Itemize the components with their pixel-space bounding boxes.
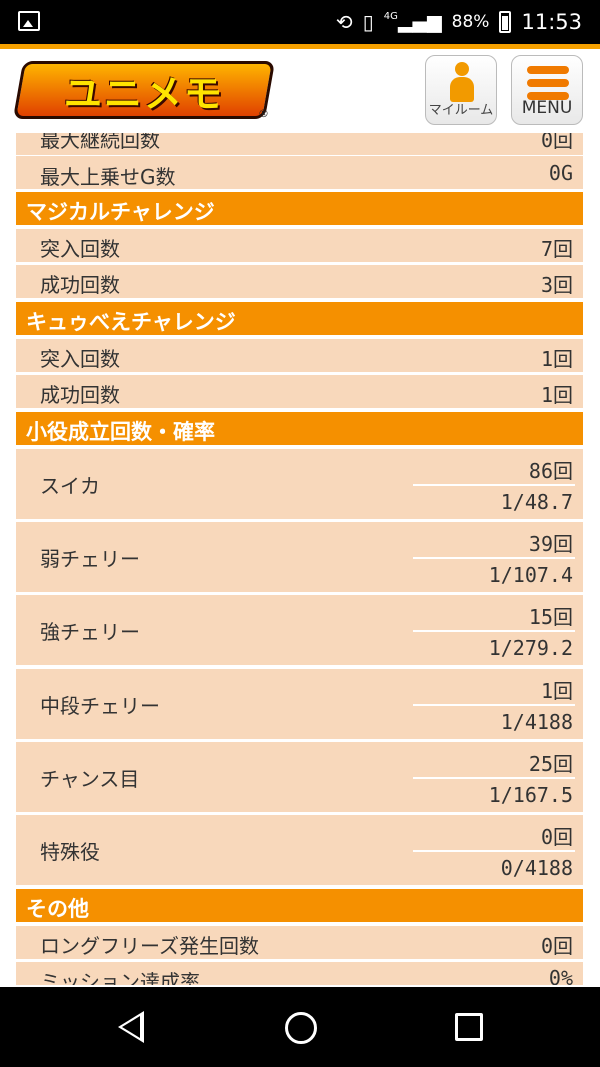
- row-probability: 1/167.5: [488, 783, 573, 807]
- row-label: 特殊役: [40, 840, 100, 864]
- section-title: その他: [26, 897, 89, 921]
- rotate-icon: ⟲: [335, 10, 353, 34]
- row-label: 中段チェリー: [40, 694, 160, 718]
- battery-percent: 88%: [451, 12, 490, 32]
- section-title: キュゥべえチャレンジ: [26, 310, 236, 334]
- vibrate-icon: ▯: [362, 10, 374, 34]
- row-label: 成功回数: [40, 383, 120, 407]
- row-label: ロングフリーズ発生回数: [40, 934, 259, 958]
- section-title: マジカルチャレンジ: [26, 200, 215, 224]
- row-divider: [413, 630, 575, 632]
- myroom-button[interactable]: マイルーム: [425, 55, 497, 125]
- home-icon[interactable]: [285, 1012, 317, 1044]
- site-logo[interactable]: ユニメモ: [12, 61, 276, 119]
- list-item: 成功回数 1回: [16, 375, 583, 408]
- row-label: 強チェリー: [40, 620, 140, 644]
- clock: 11:53: [521, 10, 582, 34]
- stats-content[interactable]: 最大継続回数 0回 最大上乗せG数 0G マジカルチャレンジ 突入回数 7回 成…: [16, 133, 583, 985]
- myroom-label: マイルーム: [428, 103, 494, 118]
- list-item: 最大継続回数 0回: [16, 133, 583, 155]
- recent-apps-icon[interactable]: [455, 1013, 483, 1041]
- row-label: 突入回数: [40, 347, 120, 371]
- status-bar: ⟲ ▯ 4G▂▄▆ 88% 11:53: [0, 0, 600, 44]
- network-type: 4G: [383, 11, 398, 22]
- person-icon: [450, 62, 474, 102]
- table-row: 特殊役 0回 0/4188: [16, 815, 583, 885]
- row-probability: 1/279.2: [488, 636, 573, 660]
- section-header-other: その他: [16, 889, 583, 922]
- section-header-kyubey: キュゥべえチャレンジ: [16, 302, 583, 335]
- section-header-magical: マジカルチャレンジ: [16, 192, 583, 225]
- row-count: 86回: [528, 459, 573, 483]
- table-row: 強チェリー 15回 1/279.2: [16, 595, 583, 665]
- row-value: 7回: [540, 237, 573, 261]
- site-header: ユニメモ ® マイルーム MENU: [0, 49, 600, 133]
- list-item: 最大上乗せG数 0G: [16, 156, 583, 189]
- row-value: 0%: [548, 966, 573, 985]
- navigation-bar: [0, 987, 600, 1067]
- row-divider: [413, 557, 575, 559]
- row-divider: [413, 484, 575, 486]
- row-count: 15回: [528, 605, 573, 629]
- gallery-notification-icon: [18, 11, 40, 31]
- row-divider: [413, 704, 575, 706]
- logo-text: ユニメモ: [63, 71, 224, 116]
- row-label: スイカ: [40, 474, 100, 498]
- battery-icon: [499, 11, 512, 33]
- row-value: 0回: [540, 934, 573, 958]
- row-count: 0回: [540, 825, 573, 849]
- list-item: ミッション達成率 0%: [16, 962, 583, 985]
- signal-icon: 4G▂▄▆: [383, 11, 442, 33]
- row-label: 最大上乗せG数: [40, 165, 176, 189]
- section-header-koyaku: 小役成立回数・確率: [16, 412, 583, 445]
- row-probability: 1/48.7: [500, 490, 573, 514]
- row-label: 突入回数: [40, 237, 120, 261]
- table-row: 中段チェリー 1回 1/4188: [16, 669, 583, 739]
- top-rule: [0, 44, 600, 49]
- row-label: 成功回数: [40, 273, 120, 297]
- row-value: 0G: [548, 161, 573, 185]
- list-item: ロングフリーズ発生回数 0回: [16, 926, 583, 959]
- row-value: 3回: [540, 273, 573, 297]
- status-icons: ⟲ ▯ 4G▂▄▆ 88% 11:53: [336, 0, 582, 44]
- back-icon[interactable]: [118, 1011, 144, 1043]
- row-divider: [413, 777, 575, 779]
- row-count: 1回: [540, 679, 573, 703]
- row-label: 弱チェリー: [40, 547, 140, 571]
- logo-registered-mark: ®: [258, 107, 269, 120]
- row-count: 39回: [528, 532, 573, 556]
- list-item: 突入回数 7回: [16, 229, 583, 262]
- list-item: 突入回数 1回: [16, 339, 583, 372]
- row-label: 最大継続回数: [40, 133, 160, 152]
- row-value: 1回: [540, 383, 573, 407]
- menu-button[interactable]: MENU: [511, 55, 583, 125]
- row-probability: 0/4188: [500, 856, 573, 880]
- table-row: 弱チェリー 39回 1/107.4: [16, 522, 583, 592]
- row-value: 0回: [540, 133, 573, 152]
- menu-label: MENU: [521, 98, 573, 118]
- table-row: チャンス目 25回 1/167.5: [16, 742, 583, 812]
- row-label: ミッション達成率: [40, 970, 200, 985]
- list-item: 成功回数 3回: [16, 265, 583, 298]
- section-title: 小役成立回数・確率: [26, 420, 215, 444]
- row-label: チャンス目: [40, 767, 140, 791]
- row-count: 25回: [528, 752, 573, 776]
- row-divider: [413, 850, 575, 852]
- hamburger-icon: [527, 66, 569, 100]
- table-row: スイカ 86回 1/48.7: [16, 449, 583, 519]
- row-probability: 1/107.4: [488, 563, 573, 587]
- row-probability: 1/4188: [500, 710, 573, 734]
- row-value: 1回: [540, 347, 573, 371]
